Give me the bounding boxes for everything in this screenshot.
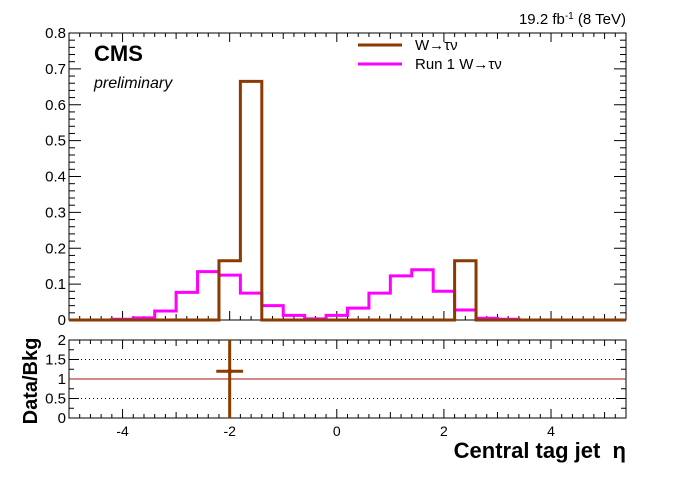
cms-label: CMS	[94, 41, 143, 66]
y-tick-label: 0.4	[45, 169, 66, 186]
preliminary-label: preliminary	[93, 75, 173, 92]
legend: W→τν Run 1 W→τν	[358, 37, 502, 73]
legend-label-w-taunu: W→τν	[415, 37, 458, 54]
legend-label-run1-w-taunu: Run 1 W→τν	[415, 56, 502, 73]
y-tick-label: 0.8	[45, 25, 66, 42]
y-tick-label: 0.2	[45, 240, 66, 257]
x-tick-label: -4	[116, 423, 129, 439]
y-tick-label: 0	[58, 312, 66, 329]
ratio-y-tick-label: 1.5	[45, 352, 66, 369]
ratio-y-tick-label: 2	[58, 332, 66, 349]
x-axis-title: Central tag jet η	[454, 438, 626, 463]
x-tick-label: 0	[333, 423, 341, 439]
x-tick-label: 4	[547, 423, 555, 439]
y-tick-label: 0.1	[45, 276, 66, 293]
histogram-w-taunu	[69, 79, 626, 322]
ratio-y-tick-label: 0.5	[45, 391, 66, 408]
lumi-label: 19.2 fb-1 (8 TeV)	[519, 11, 626, 29]
x-tick-label: 2	[440, 423, 448, 439]
x-tick-label: -2	[223, 423, 236, 439]
main-panel: 0 0.1 0.2 0.3 0.4 0.5 0.6 0.7 0.8	[45, 25, 627, 329]
ratio-y-tick-label: 0	[58, 410, 66, 427]
y-tick-label: 0.3	[45, 204, 66, 221]
y-tick-label: 0.5	[45, 133, 66, 150]
y-tick-label: 0.6	[45, 97, 66, 114]
ratio-panel: -4 -2 0 2 4 0 0.5 1 1.5 2	[45, 332, 627, 439]
ratio-y-tick-label: 1	[58, 371, 66, 388]
histogram-run1-w-taunu	[69, 268, 626, 322]
ratio-point-marker	[227, 368, 233, 374]
y-tick-label: 0.7	[45, 61, 66, 78]
y-axis-title-ratio: Data/Bkg	[20, 338, 42, 425]
